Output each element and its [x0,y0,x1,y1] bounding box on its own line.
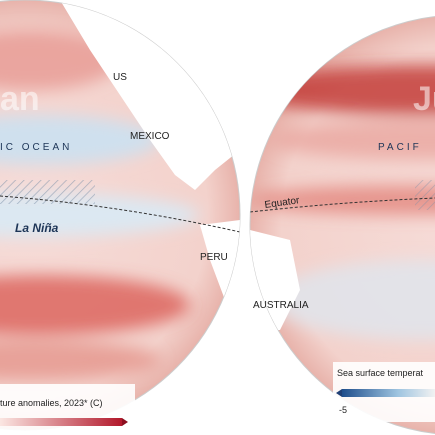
country-label: US [113,72,127,83]
equator-label: Equator [264,195,301,211]
map-title: Ju [413,80,435,118]
right-globe: Ju PACIF Equator AUSTRALIA [249,16,435,434]
ocean-label: PACIF [378,142,422,153]
annotation: La Niña [15,221,59,235]
left-legend: ture anomalies, 2023* (C) [0,384,135,434]
legend-title: ture anomalies, 2023* (C) [0,398,103,408]
country-label: AUSTRALIA [253,300,309,311]
country-label: PERU [200,252,228,263]
right-legend: Sea surface temperat -5 [333,362,435,422]
ocean-label: IC OCEAN [0,142,72,153]
left-globe: an IC OCEAN US MEXICO PERU La Niña [0,0,241,431]
legend-title: Sea surface temperat [337,368,424,378]
map-title: an [0,80,40,118]
country-label: MEXICO [130,131,170,142]
legend-tick: -5 [339,405,347,415]
